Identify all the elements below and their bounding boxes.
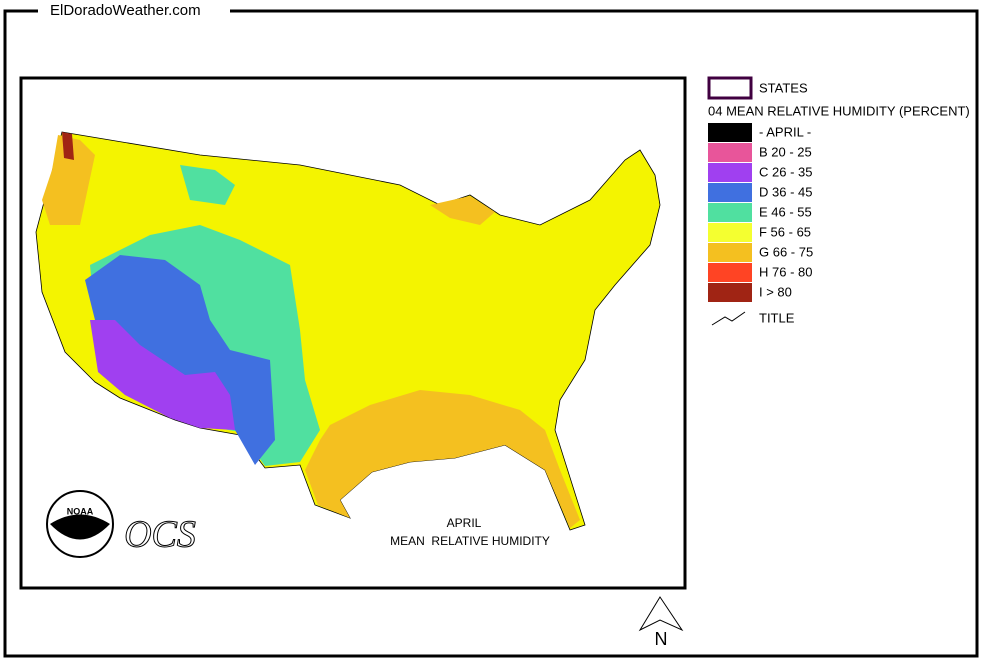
title-icon: [711, 311, 746, 326]
legend-label: - APRIL -: [759, 124, 811, 139]
region-red: [62, 132, 74, 160]
noaa-text: NOAA: [67, 506, 94, 516]
region-orange-coast: [42, 135, 95, 225]
us-map: [35, 131, 661, 531]
region-orange-gulf: [305, 390, 580, 528]
legend-label: I > 80: [759, 284, 792, 299]
legend-swatch: [708, 183, 752, 202]
region-purple: [90, 320, 235, 430]
header-bg: [38, 2, 230, 20]
legend-heading: 04 MEAN RELATIVE HUMIDITY (PERCENT): [708, 103, 970, 118]
legend-swatch: [708, 223, 752, 242]
legend-label: D 36 - 45: [759, 184, 812, 199]
legend-label: C 26 - 35: [759, 164, 812, 179]
legend-label: F 56 - 65: [759, 224, 811, 239]
legend-states: STATES: [759, 80, 808, 95]
legend-swatch: [708, 263, 752, 282]
legend-swatch: [708, 203, 752, 222]
map-title-line2: MEAN RELATIVE HUMIDITY: [390, 534, 550, 548]
site-header: ElDoradoWeather.com: [50, 2, 201, 19]
legend-swatch: [708, 143, 752, 162]
legend-title-item: TITLE: [759, 310, 795, 325]
states-swatch: [707, 76, 753, 100]
map-title-line1: APRIL: [447, 516, 482, 530]
north-arrow: [638, 596, 684, 632]
legend-items: - APRIL - B 20 - 25 C 26 - 35 D 36 - 45 E 46…: [708, 123, 813, 302]
noaa-bird: [50, 514, 110, 540]
legend-label: B 20 - 25: [759, 144, 812, 159]
legend-swatch: [708, 123, 752, 142]
region-green-north: [180, 165, 235, 205]
legend-swatch: [708, 243, 752, 262]
legend-swatch: [708, 163, 752, 182]
legend-label: E 46 - 55: [759, 204, 812, 219]
ocs-logo: OCS: [124, 514, 196, 556]
region-orange-lakes: [430, 196, 495, 225]
legend-swatch: [708, 283, 752, 302]
legend-label: H 76 - 80: [759, 264, 812, 279]
legend-label: G 66 - 75: [759, 244, 813, 259]
north-label: N: [655, 629, 668, 649]
